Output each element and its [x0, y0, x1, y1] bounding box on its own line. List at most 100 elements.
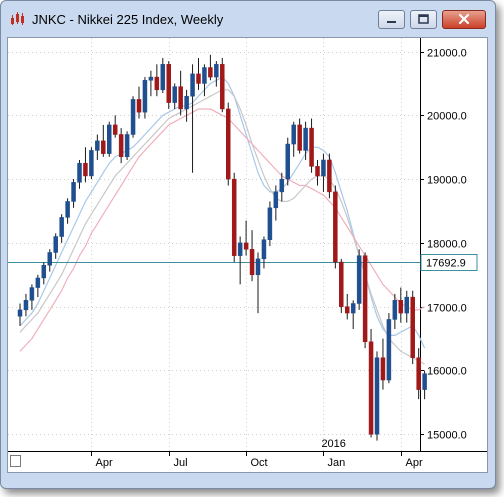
candle-body — [226, 108, 231, 180]
candle — [392, 293, 398, 330]
candle — [422, 370, 427, 400]
candle — [178, 70, 183, 116]
candle — [345, 293, 350, 320]
candle — [29, 284, 35, 310]
candle-body — [124, 134, 130, 158]
candle-body — [59, 217, 64, 237]
candle — [118, 128, 124, 164]
candle — [77, 159, 82, 189]
candle — [356, 249, 362, 310]
candle — [404, 290, 409, 323]
candle — [350, 300, 356, 330]
candle-body — [309, 127, 314, 167]
candle — [398, 287, 404, 323]
candle-body — [303, 127, 308, 151]
title-bar[interactable]: JNKC - Nikkei 225 Index, Weekly — [1, 1, 495, 37]
candle-body — [237, 242, 243, 256]
candle-body — [279, 178, 285, 193]
candle — [226, 102, 231, 186]
x-tick-label: Oct — [251, 457, 268, 469]
candle — [214, 61, 219, 87]
candle-body — [101, 140, 106, 154]
candle — [71, 179, 76, 208]
last-price-label: 17692.9 — [426, 258, 466, 270]
candle-body — [89, 150, 94, 177]
x-tick-label: Apr — [96, 457, 113, 469]
candle — [231, 172, 237, 263]
maximize-icon — [418, 14, 429, 24]
candle — [17, 303, 23, 326]
y-tick-label: 17000.0 — [427, 303, 467, 315]
candle-body — [422, 373, 427, 390]
candle — [327, 153, 332, 199]
candle-body — [77, 162, 82, 183]
close-button[interactable] — [442, 10, 486, 29]
candle-body — [333, 191, 338, 263]
candle-body — [53, 236, 58, 253]
candle-body — [214, 64, 219, 78]
candle-body — [374, 357, 380, 435]
x-tick-label: Jul — [174, 457, 188, 469]
candle — [243, 220, 249, 256]
candle-body — [130, 99, 136, 135]
candle-body — [261, 239, 267, 260]
candle-body — [231, 178, 237, 256]
candle — [142, 77, 148, 119]
candle — [333, 185, 338, 269]
minimize-button[interactable] — [378, 10, 405, 29]
close-icon — [458, 13, 470, 25]
candle — [148, 70, 154, 97]
candle-body — [345, 306, 350, 314]
y-tick-label: 20000.0 — [427, 111, 467, 123]
candle — [53, 233, 58, 259]
candle-body — [35, 277, 41, 288]
x-tick-label: Jan — [328, 457, 346, 469]
last-price-box — [420, 254, 478, 271]
candle-body — [368, 341, 374, 435]
candle — [202, 64, 207, 97]
candle — [41, 262, 47, 285]
candle — [285, 137, 290, 186]
candle-body — [392, 300, 398, 320]
candle — [172, 83, 177, 109]
chart-window: JNKC - Nikkei 225 Index, Weekly 21000.0 2… — [0, 0, 496, 489]
candlestick-chart[interactable]: 21000.0 20000.0 19000.0 18000.0 17000.0 16000… — [8, 38, 487, 472]
candle-body — [178, 86, 183, 110]
candle-body — [154, 76, 160, 91]
y-tick-label: 15000.0 — [427, 430, 467, 442]
candle-body — [243, 242, 249, 250]
candle-body — [65, 201, 70, 218]
candle-body — [380, 357, 386, 381]
candle — [47, 249, 52, 272]
candle — [83, 147, 88, 183]
candle-body — [148, 76, 154, 81]
candle — [273, 185, 279, 221]
candle-body — [416, 357, 421, 390]
candle — [136, 86, 142, 119]
candle-body — [196, 73, 201, 84]
y-tick-label: 19000.0 — [427, 175, 467, 187]
candle — [339, 258, 344, 314]
candle-body — [220, 64, 225, 110]
candle-body — [410, 296, 415, 358]
candle-body — [362, 255, 368, 343]
candle-body — [172, 86, 177, 103]
candle-body — [112, 124, 118, 135]
candle — [35, 274, 41, 298]
candle — [374, 351, 380, 441]
moving-average-slow — [19, 108, 425, 352]
chart-area[interactable]: 21000.0 20000.0 19000.0 18000.0 17000.0 16000… — [7, 37, 488, 473]
y-tick-label: 18000.0 — [427, 239, 467, 251]
candle — [237, 236, 243, 285]
y-tick-label: 16000.0 — [427, 366, 467, 378]
candle — [267, 201, 273, 247]
candle — [208, 54, 213, 81]
candle — [196, 57, 201, 90]
candle-body — [107, 124, 112, 154]
chart-app-icon — [11, 12, 24, 25]
candle — [416, 348, 421, 400]
minimize-icon — [387, 21, 396, 23]
candle — [261, 236, 267, 269]
maximize-button[interactable] — [410, 10, 437, 29]
candle — [160, 57, 166, 94]
